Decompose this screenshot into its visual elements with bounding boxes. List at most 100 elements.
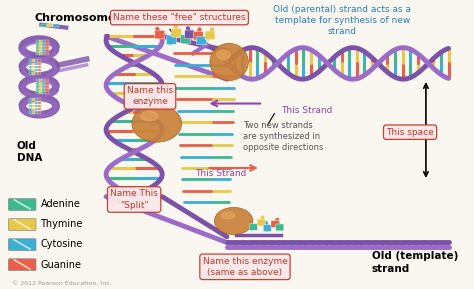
- Text: Adenine: Adenine: [40, 199, 81, 209]
- Bar: [36, 40, 40, 42]
- Bar: [36, 88, 40, 91]
- Bar: [38, 111, 41, 114]
- FancyBboxPatch shape: [193, 32, 203, 40]
- Bar: [39, 40, 43, 42]
- Ellipse shape: [132, 105, 182, 142]
- Bar: [39, 92, 43, 94]
- Text: Thymine: Thymine: [40, 219, 83, 229]
- Bar: [29, 66, 32, 68]
- Bar: [32, 69, 36, 71]
- Bar: [36, 82, 40, 85]
- Bar: [43, 85, 46, 88]
- Bar: [29, 111, 32, 114]
- Bar: [32, 66, 36, 68]
- Bar: [46, 85, 49, 88]
- Bar: [38, 69, 41, 71]
- Bar: [38, 98, 41, 101]
- FancyBboxPatch shape: [9, 199, 36, 210]
- Bar: [43, 49, 46, 52]
- Bar: [32, 98, 36, 101]
- FancyBboxPatch shape: [205, 31, 215, 40]
- Bar: [43, 88, 46, 91]
- Bar: [32, 72, 36, 75]
- Text: © 2012 Pearson Education, Inc.: © 2012 Pearson Education, Inc.: [12, 281, 112, 286]
- Bar: [38, 101, 41, 104]
- Bar: [35, 108, 38, 110]
- FancyBboxPatch shape: [166, 36, 176, 45]
- Bar: [32, 105, 36, 107]
- Bar: [38, 108, 41, 110]
- Bar: [32, 60, 36, 62]
- Bar: [36, 53, 40, 55]
- Bar: [29, 101, 32, 104]
- Bar: [46, 92, 49, 94]
- Bar: [29, 62, 32, 65]
- FancyBboxPatch shape: [249, 224, 257, 231]
- Bar: [39, 49, 43, 52]
- Bar: [35, 60, 38, 62]
- Bar: [36, 79, 40, 81]
- Bar: [53, 24, 59, 27]
- Bar: [32, 108, 36, 110]
- Bar: [29, 72, 32, 75]
- FancyBboxPatch shape: [181, 35, 191, 43]
- Bar: [39, 88, 43, 91]
- Bar: [46, 46, 49, 49]
- Bar: [39, 85, 43, 88]
- Bar: [43, 46, 46, 49]
- Bar: [32, 62, 36, 65]
- Bar: [39, 82, 43, 85]
- Bar: [35, 105, 38, 107]
- Bar: [36, 46, 40, 49]
- Bar: [29, 69, 32, 71]
- Text: This Strand: This Strand: [281, 106, 333, 115]
- Text: Chromosome: Chromosome: [35, 13, 116, 23]
- Bar: [29, 105, 32, 107]
- Bar: [29, 60, 32, 62]
- Text: Old (parental) strand acts as a
template for synthesis of new
strand: Old (parental) strand acts as a template…: [273, 5, 411, 36]
- Bar: [43, 79, 46, 81]
- Ellipse shape: [221, 212, 235, 219]
- FancyBboxPatch shape: [263, 225, 272, 231]
- Bar: [35, 101, 38, 104]
- FancyBboxPatch shape: [172, 28, 182, 37]
- Bar: [46, 79, 49, 81]
- Text: Old
DNA: Old DNA: [17, 141, 42, 164]
- Bar: [46, 53, 49, 55]
- Bar: [35, 69, 38, 71]
- Bar: [43, 92, 46, 94]
- Bar: [41, 24, 47, 27]
- Bar: [32, 101, 36, 104]
- Text: Name This
"Split": Name This "Split": [110, 190, 158, 210]
- Bar: [43, 82, 46, 85]
- FancyBboxPatch shape: [197, 36, 207, 45]
- Text: Name this
enzyme: Name this enzyme: [127, 86, 173, 106]
- Bar: [38, 105, 41, 107]
- FancyBboxPatch shape: [9, 239, 36, 251]
- FancyBboxPatch shape: [276, 224, 284, 231]
- Bar: [47, 24, 53, 27]
- Bar: [35, 111, 38, 114]
- Bar: [38, 60, 41, 62]
- FancyBboxPatch shape: [185, 30, 195, 39]
- Bar: [36, 92, 40, 94]
- Bar: [43, 43, 46, 46]
- Text: Guanine: Guanine: [40, 260, 82, 270]
- Bar: [39, 43, 43, 46]
- Bar: [38, 62, 41, 65]
- Text: Cytosine: Cytosine: [40, 240, 83, 249]
- Bar: [35, 66, 38, 68]
- Bar: [29, 98, 32, 101]
- Bar: [35, 98, 38, 101]
- Ellipse shape: [141, 112, 158, 121]
- FancyBboxPatch shape: [257, 219, 265, 226]
- Bar: [39, 79, 43, 81]
- Bar: [46, 43, 49, 46]
- Ellipse shape: [214, 208, 253, 235]
- FancyBboxPatch shape: [271, 221, 279, 227]
- Bar: [35, 72, 38, 75]
- Bar: [35, 62, 38, 65]
- Bar: [36, 49, 40, 52]
- Bar: [46, 88, 49, 91]
- Bar: [46, 82, 49, 85]
